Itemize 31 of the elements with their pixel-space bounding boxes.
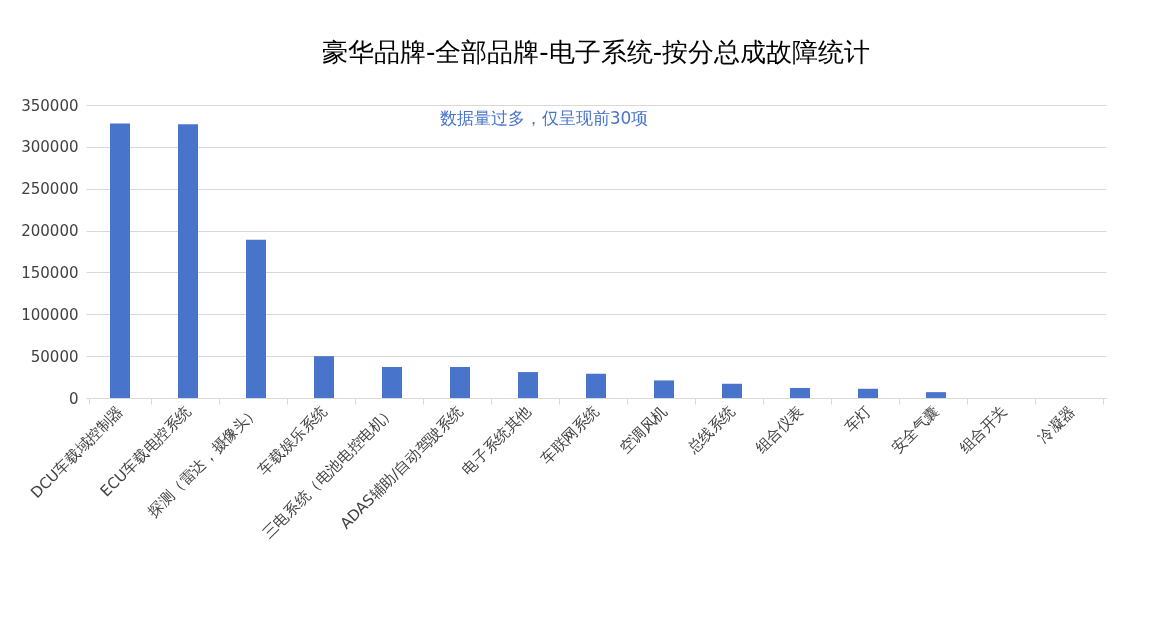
- bar: [858, 388, 878, 398]
- y-tick-label: 200000: [21, 222, 79, 241]
- x-tick-label: 组合仪表: [751, 402, 807, 458]
- bar: [450, 367, 470, 398]
- x-tick-label: 总线系统: [683, 402, 739, 458]
- bar: [790, 387, 810, 398]
- bar: [178, 124, 198, 398]
- bar: [926, 392, 946, 398]
- y-tick-label: 150000: [21, 263, 79, 282]
- bar: [654, 380, 674, 398]
- bar: [382, 367, 402, 398]
- x-tick-label: 冷凝器: [1034, 402, 1079, 447]
- x-tick-label: 空调风机: [615, 402, 671, 458]
- x-tick-label: 车灯: [840, 402, 875, 437]
- y-tick-label: 350000: [21, 96, 79, 115]
- bar: [246, 239, 266, 398]
- y-tick-label: 0: [68, 389, 79, 408]
- bar: [586, 373, 606, 398]
- x-tick-label: 组合开关: [955, 402, 1011, 458]
- bar: [722, 383, 742, 398]
- chart-title: 豪华品牌-全部品牌-电子系统-按分总成故障统计: [321, 37, 871, 67]
- y-tick-label: 100000: [21, 305, 79, 324]
- bar: [518, 372, 538, 398]
- annotation: 数据量过多，仅呈现前30项: [439, 108, 649, 128]
- x-tick-label: 车联网系统: [537, 402, 603, 468]
- bar: [110, 123, 130, 398]
- x-tick-label: 安全气囊: [887, 402, 943, 458]
- y-tick-label: 250000: [21, 180, 79, 199]
- bar: [314, 356, 334, 398]
- y-tick-label: 300000: [21, 138, 79, 157]
- y-tick-label: 50000: [30, 347, 79, 366]
